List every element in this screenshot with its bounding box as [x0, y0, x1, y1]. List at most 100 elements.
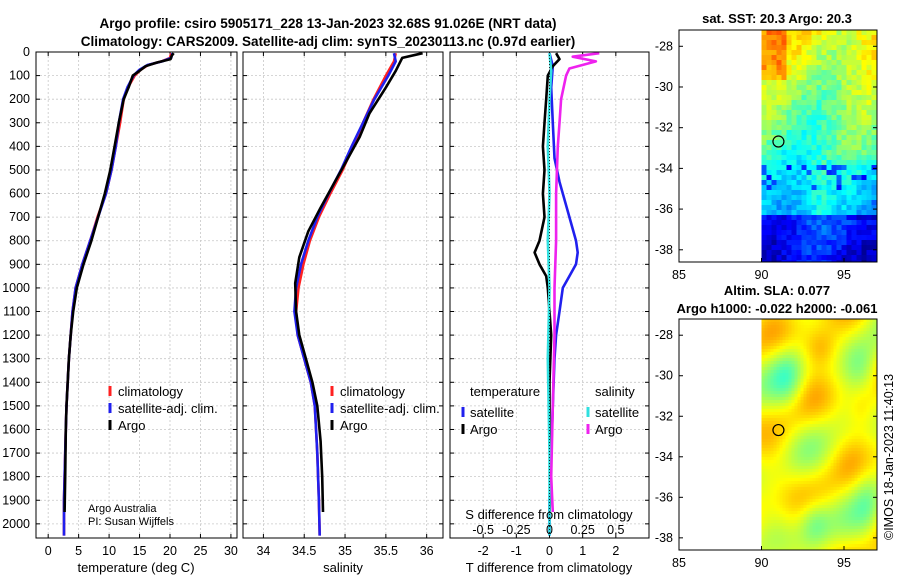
map-cell [821, 478, 825, 482]
map-cell [761, 30, 767, 36]
map-cell [848, 460, 852, 464]
map-cell [797, 439, 801, 443]
map-cell [871, 230, 877, 236]
map-cell [809, 364, 813, 368]
map-cell [811, 205, 817, 211]
map-cell [776, 85, 782, 91]
map-cell [771, 95, 777, 101]
map-cell [851, 334, 855, 338]
map-cell [824, 346, 828, 350]
map-cell [846, 205, 852, 211]
map-cell [796, 260, 802, 263]
map-cell [854, 517, 858, 521]
map-cell [830, 442, 834, 446]
map-cell [803, 511, 807, 515]
map-cell [764, 325, 768, 329]
map-cell [803, 346, 807, 350]
map-cell [863, 382, 867, 386]
map-cell [839, 544, 843, 548]
map-cell [827, 523, 831, 527]
map-cell [826, 55, 832, 61]
map-cell [788, 433, 792, 437]
map-cell [773, 421, 777, 425]
map-cell [776, 322, 780, 326]
map-cell [800, 508, 804, 512]
map-cell [803, 349, 807, 353]
map-cell [866, 85, 872, 91]
map-cell [785, 442, 789, 446]
map-cell [842, 544, 846, 548]
map-cell [872, 364, 876, 368]
map-cell [833, 439, 837, 443]
map-cell [776, 160, 782, 166]
map-cell [836, 35, 842, 41]
map-cell [782, 508, 786, 512]
map-cell [791, 235, 797, 241]
map-cell [797, 499, 801, 503]
map-cell [857, 331, 861, 335]
map-cell [827, 322, 831, 326]
map-cell [871, 150, 877, 156]
map-cell [791, 70, 797, 76]
map-cell [776, 394, 780, 398]
map-cell [846, 130, 852, 136]
map-cell [782, 319, 786, 323]
map-cell [800, 400, 804, 404]
map-cell [809, 487, 813, 491]
map-cell [771, 190, 777, 196]
map-cell [842, 439, 846, 443]
map-cell [764, 445, 768, 449]
map-cell [779, 448, 783, 452]
map-cell [785, 370, 789, 374]
map-cell [773, 457, 777, 461]
map-cell [791, 334, 795, 338]
map-cell [836, 205, 842, 211]
map-cell [788, 493, 792, 497]
map-cell [833, 370, 837, 374]
map-cell [785, 469, 789, 473]
map-cell [869, 355, 873, 359]
map-cell [770, 538, 774, 542]
map-cell [851, 541, 855, 545]
map-cell [824, 340, 828, 344]
map-cell [842, 493, 846, 497]
map-cell [816, 110, 822, 116]
map-cell [821, 60, 827, 66]
map-cell [797, 445, 801, 449]
map-cell [839, 439, 843, 443]
map-cell [869, 445, 873, 449]
map-cell [766, 75, 772, 81]
map-cell [833, 400, 837, 404]
map-cell [786, 145, 792, 151]
map-cell [830, 325, 834, 329]
map-cell [839, 451, 843, 455]
map-cell [860, 454, 864, 458]
map-cell [872, 439, 876, 443]
map-cell [761, 403, 765, 407]
map-cell [836, 200, 842, 206]
map-cell [824, 412, 828, 416]
map-cell [791, 331, 795, 335]
map-cell [791, 421, 795, 425]
map-cell [824, 505, 828, 509]
map-cell [806, 520, 810, 524]
map-cell [776, 55, 782, 61]
map-cell [809, 475, 813, 479]
map-cell [782, 376, 786, 380]
map-y-tick-label: -28 [655, 39, 673, 53]
map-cell [770, 466, 774, 470]
map-cell [860, 403, 864, 407]
map-cell [800, 448, 804, 452]
map-cell [791, 463, 795, 467]
map-cell [766, 260, 772, 263]
map-cell [826, 120, 832, 126]
map-cell [854, 448, 858, 452]
map-cell [806, 346, 810, 350]
map-cell [791, 150, 797, 156]
map-cell [857, 412, 861, 416]
map-cell [872, 529, 876, 533]
map-cell [815, 391, 819, 395]
x-tick-label: 34.5 [292, 544, 316, 558]
map-cell [836, 235, 842, 241]
map-cell [842, 466, 846, 470]
